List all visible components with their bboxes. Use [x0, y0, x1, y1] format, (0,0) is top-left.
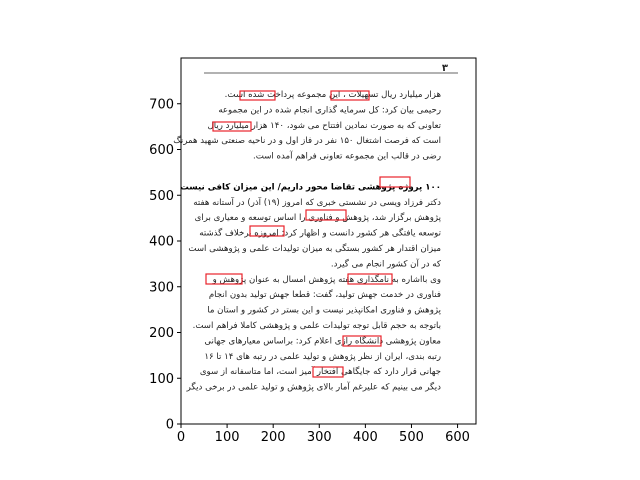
- document-line: باتوجه به حجم قابل توجه تولیدات علمی و پ…: [193, 321, 441, 331]
- axes: 0 100 200 300 400 500 600 0 100 200 300 400 500 600 70…: [149, 57, 477, 445]
- highlight-box: [239, 90, 276, 101]
- document-line: رتبه بندی، ایران از نظر پژوهش و تولید عل…: [204, 352, 441, 362]
- document-line: وی بااشاره به نامگذاری هفته پژوهش امسال …: [212, 274, 441, 285]
- page-number: ۳: [442, 63, 448, 74]
- highlight-box: [249, 225, 285, 237]
- highlight-box: [212, 121, 252, 132]
- y-tick-label: 500: [149, 189, 174, 204]
- highlight-box: [205, 273, 243, 285]
- x-tick-label: 300: [307, 430, 332, 445]
- document-line: دکتر فرزاد ویسی در نشستی خبری که امروز (…: [193, 196, 441, 208]
- y-tick-label: 300: [149, 280, 174, 295]
- x-tick-label: 100: [215, 430, 240, 445]
- document-line: پژوهش و فناوری امکانپذیر نیست و این بستر…: [207, 306, 441, 316]
- document-line: دیگر می بینیم که علیرغم آمار بالای پژوهش…: [186, 381, 442, 393]
- x-tick-label: 400: [353, 430, 378, 445]
- document-line: تعاونی که به صورت نمادین افتتاح می شود، …: [208, 121, 442, 131]
- x-tick-label: 0: [177, 430, 185, 445]
- y-tick-label: 100: [149, 372, 174, 387]
- document-line: پژوهش برگزار شد، پژوهش و فناوری را اساس …: [195, 212, 442, 223]
- document-line: رحیمی بیان کرد: کل سرمایه گذاری انجام شد…: [218, 104, 441, 115]
- document-line: رضی در قالب این مجموعه تعاونی فراهم آمده…: [253, 150, 441, 162]
- highlight-box: [342, 335, 382, 347]
- x-tick-label: 500: [399, 430, 424, 445]
- x-tick-label: 600: [445, 430, 470, 445]
- highlight-box: [347, 273, 393, 285]
- document-line: است که فرصت اشتغال ۱۵۰ نفر در فاز اول و …: [173, 135, 441, 146]
- document-line: ۱۰۰ پروژه پژوهشی تقاضا محور داریم/ این م…: [180, 182, 441, 192]
- highlight-boxes: [205, 90, 411, 378]
- document-line: جهانی قرار دارد که جایگاهی افتخار آمیز ا…: [200, 365, 441, 377]
- document-line: توسعه یافتگی هر کشور دانست و اظهار کرد: …: [199, 228, 441, 239]
- highlight-box: [312, 366, 344, 378]
- document-line: که در آن کشور انجام می گیرد.: [331, 257, 442, 269]
- x-tick-label: 200: [261, 430, 286, 445]
- y-tick-label: 200: [149, 326, 174, 341]
- document-line: میزان اقتدار هر کشور بستگی به میزان تولی…: [188, 243, 441, 254]
- document-paper: [185, 61, 468, 418]
- document-line: هزار میلیارد ریال تسهیلات ، این مجموعه پ…: [225, 90, 442, 100]
- y-tick-label: 700: [149, 97, 174, 112]
- y-tick-label: 600: [149, 143, 174, 158]
- highlight-box: [330, 90, 370, 101]
- y-tick-label: 0: [166, 418, 174, 433]
- document-page: ۳ هزار میلیارد ریال تسهیلات ، این مجموعه…: [173, 61, 468, 418]
- highlight-box: [305, 209, 347, 221]
- highlight-box: [379, 176, 411, 188]
- document-lines: هزار میلیارد ریال تسهیلات ، این مجموعه پ…: [173, 90, 442, 393]
- document-line: فناوری در خدمت جهش تولید، گفت: قطعا جهش …: [209, 289, 441, 300]
- document-line: معاون پژوهشی دانشگاه رازی اعلام کرد: برا…: [204, 335, 441, 346]
- y-tick-label: 400: [149, 235, 174, 250]
